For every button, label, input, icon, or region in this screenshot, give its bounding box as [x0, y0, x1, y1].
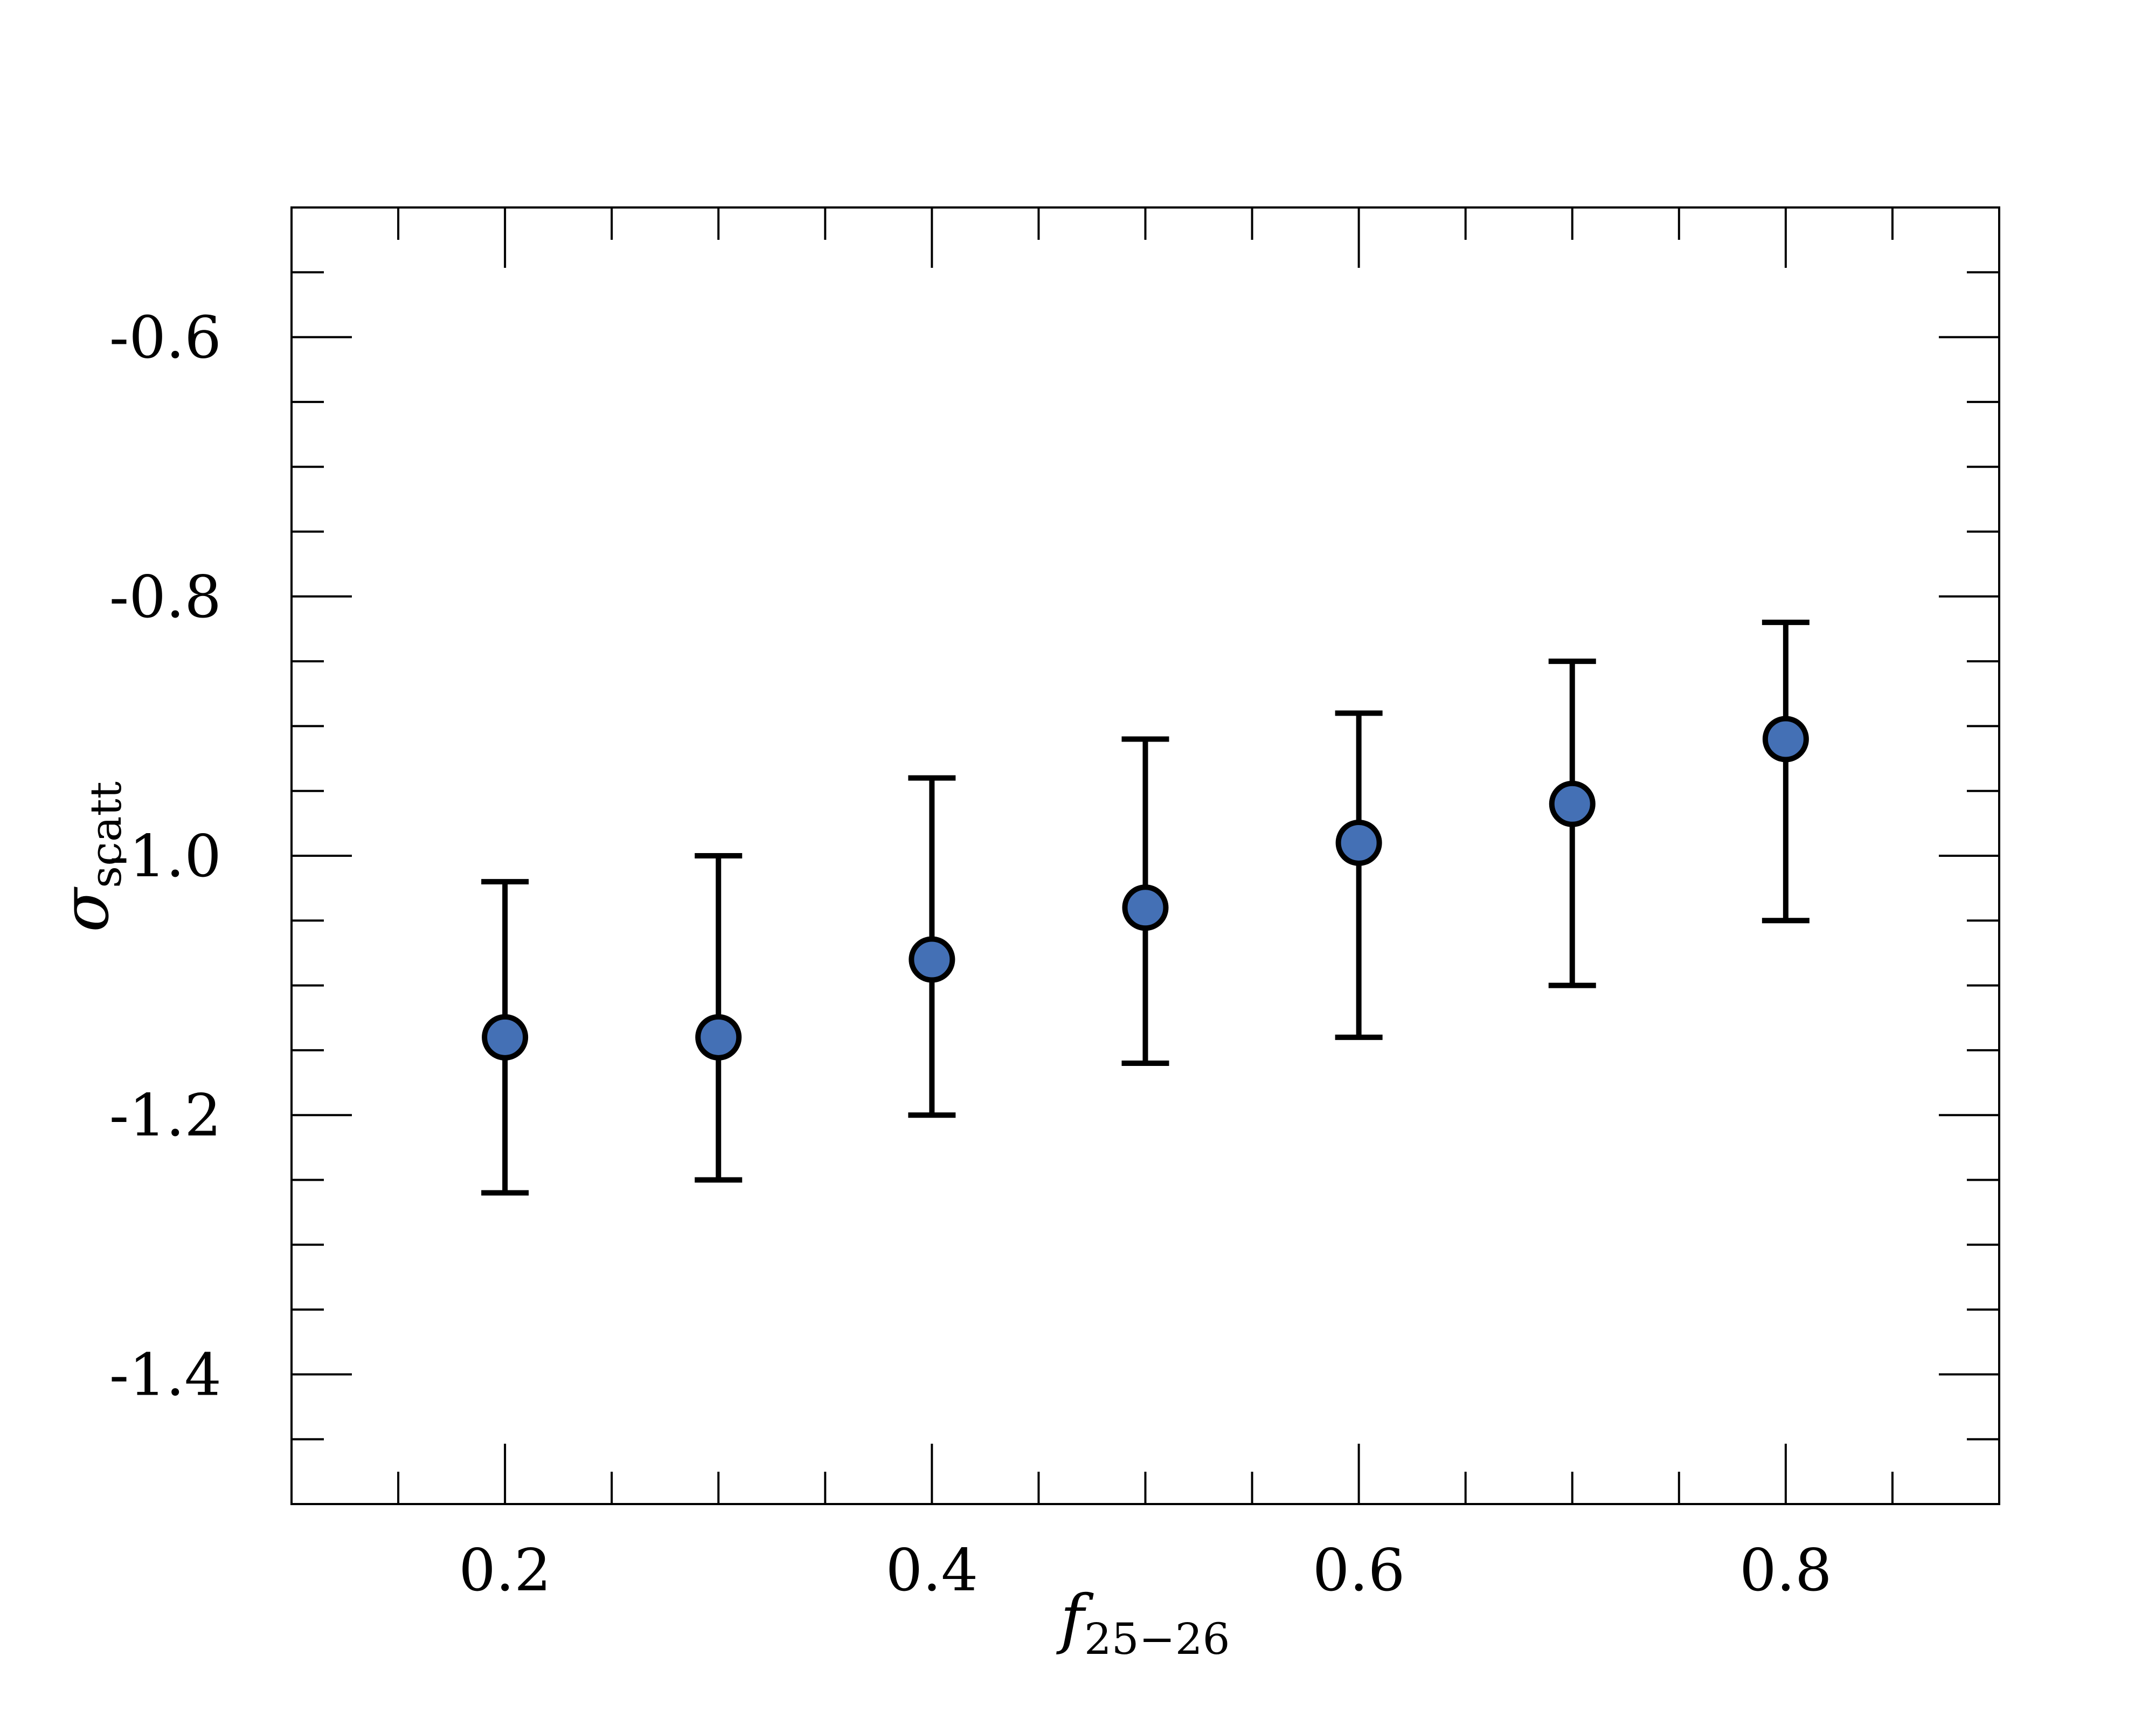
data-point [1335, 819, 1382, 866]
y-tick-labels: -1.4 -1.2 -1.0 -0.8 -0.6 [109, 304, 221, 1409]
plot-frame [290, 206, 2000, 1505]
data-point [1122, 884, 1169, 931]
x-tick-label: 0.2 [459, 1537, 551, 1604]
x-axis-label-sub: 25−26 [1084, 1614, 1230, 1664]
x-tick-label: 0.8 [1739, 1537, 1832, 1604]
x-tick-label: 0.4 [885, 1537, 978, 1604]
y-tick-label: -1.0 [109, 823, 221, 890]
data-point [695, 1014, 742, 1061]
y-axis-label: σscatt [48, 781, 131, 932]
axis-ticks [292, 207, 1999, 1504]
data-point [909, 936, 955, 983]
data-point [482, 1014, 529, 1061]
data-point [1549, 780, 1596, 827]
x-tick-label: 0.6 [1313, 1537, 1405, 1604]
y-tick-label: -0.6 [109, 304, 221, 372]
data-point [1762, 716, 1809, 763]
y-axis-label-sub: scatt [81, 781, 131, 888]
y-tick-label: -0.8 [109, 564, 221, 631]
y-tick-label: -1.2 [109, 1082, 221, 1149]
y-axis-label-main: σ [48, 886, 123, 932]
data-points [482, 716, 1809, 1061]
x-tick-labels: 0.2 0.4 0.6 0.8 [459, 1537, 1832, 1604]
y-tick-label: -1.4 [109, 1341, 221, 1409]
